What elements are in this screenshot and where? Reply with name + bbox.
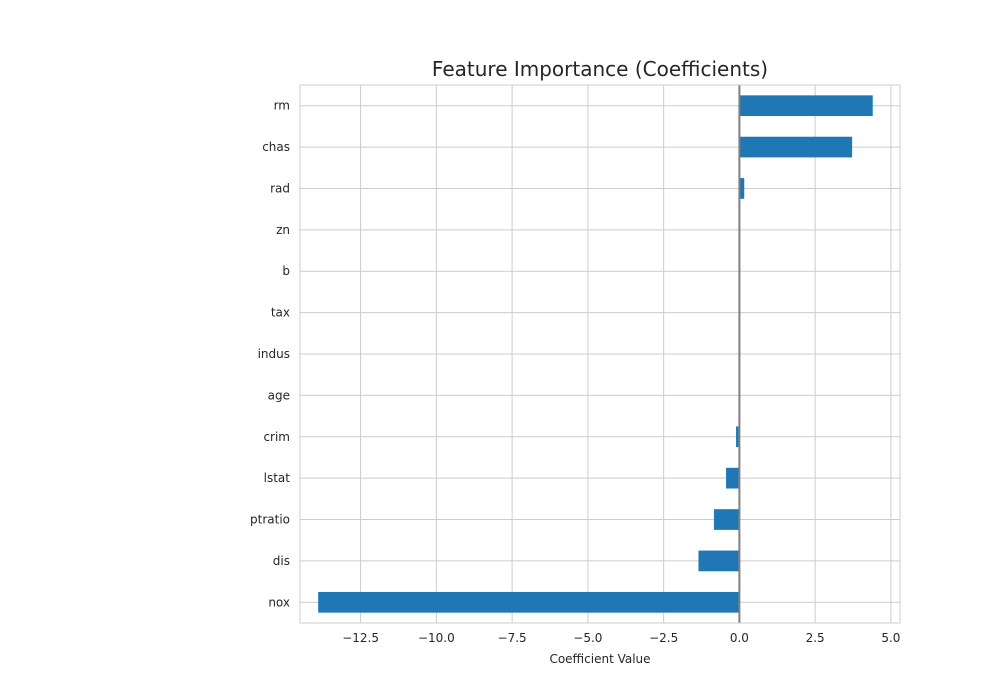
y-tick-label-crim: crim — [263, 430, 290, 444]
y-tick-label-chas: chas — [262, 140, 290, 154]
chart-title: Feature Importance (Coefficients) — [432, 57, 768, 81]
x-tick-label: −7.5 — [498, 631, 527, 645]
bars — [318, 95, 873, 613]
y-tick-label-nox: nox — [268, 595, 290, 609]
y-tick-label-ptratio: ptratio — [250, 513, 290, 527]
x-tick-label: −5.0 — [573, 631, 602, 645]
x-axis-label: Coefficient Value — [549, 652, 650, 666]
bar-rm — [739, 95, 873, 117]
x-tick-label: 2.5 — [806, 631, 825, 645]
y-tick-label-zn: zn — [276, 223, 290, 237]
y-tick-label-lstat: lstat — [264, 471, 291, 485]
bar-rad — [739, 178, 745, 199]
bar-dis — [698, 550, 740, 572]
plot-frame — [299, 84, 901, 624]
x-tick-labels: −12.5 −10.0 −7.5 −5.0 −2.5 0.0 2.5 5.0 — [342, 631, 900, 645]
y-tick-label-rm: rm — [274, 99, 290, 113]
bar-nox — [318, 591, 740, 613]
bar-chas — [739, 136, 853, 158]
y-tick-label-rad: rad — [270, 181, 290, 195]
y-tick-label-tax: tax — [271, 306, 290, 320]
y-tick-label-dis: dis — [273, 554, 290, 568]
y-tick-label-age: age — [268, 388, 290, 402]
x-tick-label: −12.5 — [342, 631, 379, 645]
grid-lines — [300, 85, 900, 623]
plot-border — [299, 84, 901, 624]
y-tick-labels: rm chas rad zn b tax indus age crim lstat ptratio d… — [250, 99, 290, 610]
bar-lstat — [726, 467, 740, 489]
bar-crim — [736, 426, 740, 448]
y-tick-label-b: b — [282, 264, 290, 278]
x-tick-label: −10.0 — [418, 631, 455, 645]
x-tick-label: −2.5 — [649, 631, 678, 645]
y-tick-label-indus: indus — [258, 347, 290, 361]
x-tick-label: 5.0 — [881, 631, 900, 645]
x-tick-label: 0.0 — [730, 631, 749, 645]
bar-ptratio — [713, 509, 740, 530]
